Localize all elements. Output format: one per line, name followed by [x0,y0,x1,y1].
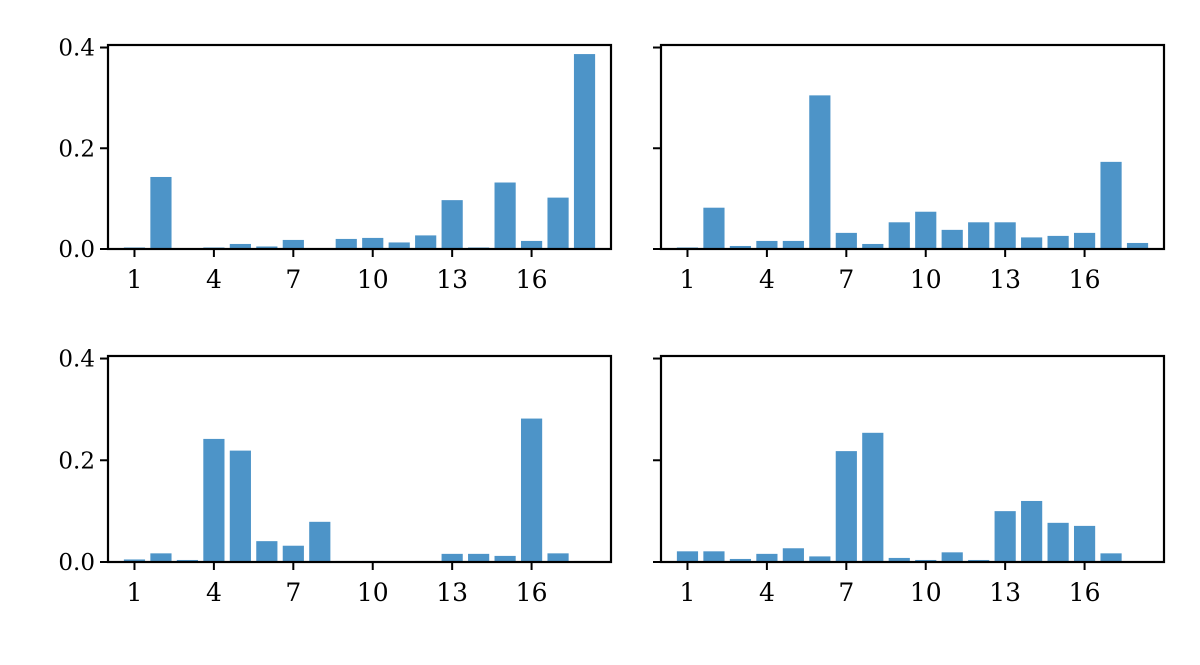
bar-9 [335,238,357,249]
bar-6 [809,556,831,562]
bar-1 [123,559,146,562]
y-tick-label: 0.0 [58,550,95,576]
x-tick-label: 16 [516,578,548,607]
bar-11 [388,242,410,249]
bar-17 [547,197,569,249]
bar-8 [309,521,331,562]
bar-16 [520,418,543,562]
x-tick-label: 1 [127,265,143,294]
bar-13 [441,553,463,562]
bar-6 [256,541,278,562]
bar-7 [835,451,857,562]
bar-4 [756,240,778,249]
bar-18 [573,54,596,249]
x-tick-label: 13 [989,578,1021,607]
x-tick-label: 10 [910,265,942,294]
bar-8 [862,432,884,562]
bar-2 [703,551,725,562]
bar-3 [729,245,752,249]
x-tick-label: 13 [436,265,468,294]
x-tick-label: 4 [206,265,222,294]
x-tick-label: 10 [357,265,389,294]
y-tick-label: 0.2 [58,136,95,162]
x-tick-label: 7 [838,265,854,294]
bar-13 [441,200,463,249]
x-tick-label: 7 [285,265,301,294]
x-tick-label: 16 [516,265,548,294]
bar-14 [1021,237,1043,249]
y-tick-label: 0.2 [58,448,95,474]
bar-7 [282,239,304,249]
bar-11 [941,229,963,249]
bar-18 [1126,242,1149,249]
y-tick-label: 0.0 [58,237,95,263]
axes-frame [659,43,1166,251]
bar-15 [494,182,516,249]
bar-2 [150,176,172,249]
subplot-top-left: 1 4 7 10 13 16 0.0 0.2 0.4 [58,36,613,294]
bar-16 [1073,525,1096,562]
bar-5 [782,240,804,249]
bar-6 [256,246,278,249]
subplot-top-right: 1 4 7 10 13 16 [653,43,1166,294]
bar-4 [756,553,778,562]
y-tick-label: 0.4 [58,347,95,373]
bar-9 [888,557,910,562]
bar-6 [809,95,831,250]
bar-13 [994,511,1016,562]
bar-2 [150,553,172,562]
x-tick-label: 7 [285,578,301,607]
subplot-bottom-left: 1 4 7 10 13 16 0.0 0.2 0.4 [58,347,613,607]
bar-16 [1073,232,1096,249]
x-tick-label: 1 [680,265,696,294]
bar-10 [915,211,937,249]
bar-2 [703,207,725,249]
bar-5 [229,243,251,249]
bar-7 [282,545,304,562]
bar-11 [941,552,963,562]
bar-15 [1047,235,1069,249]
axes-frame [659,354,1166,564]
bar-14 [468,553,490,562]
bar-8 [862,243,884,249]
x-tick-label: 13 [989,265,1021,294]
x-tick-label: 13 [436,578,468,607]
bar-17 [1100,553,1122,562]
x-tick-label: 16 [1069,578,1101,607]
bar-7 [835,232,857,249]
x-tick-label: 7 [838,578,854,607]
x-tick-label: 16 [1069,265,1101,294]
x-tick-label: 10 [357,578,389,607]
bar-16 [520,240,543,249]
x-tick-label: 4 [206,578,222,607]
bar-15 [494,555,516,562]
bar-17 [1100,161,1122,249]
bar-1 [676,551,699,562]
bar-12 [968,222,990,249]
x-tick-label: 1 [127,578,143,607]
axes-frame [106,354,613,564]
bar-12 [415,235,437,249]
bar-5 [229,450,251,562]
x-tick-label: 4 [759,578,775,607]
x-tick-label: 4 [759,265,775,294]
bar-3 [729,558,752,562]
bar-13 [994,222,1016,249]
y-tick-label: 0.4 [58,36,95,62]
bar-9 [888,222,910,249]
axes-frame [106,43,613,251]
x-tick-label: 1 [680,578,696,607]
bar-4 [203,438,225,562]
bar-5 [782,548,804,562]
bar-17 [547,553,569,562]
bar-15 [1047,522,1069,562]
subplot-bottom-right: 1 4 7 10 13 16 [653,354,1166,607]
x-tick-label: 10 [910,578,942,607]
bar-14 [1021,500,1043,562]
bar-10 [362,237,384,249]
